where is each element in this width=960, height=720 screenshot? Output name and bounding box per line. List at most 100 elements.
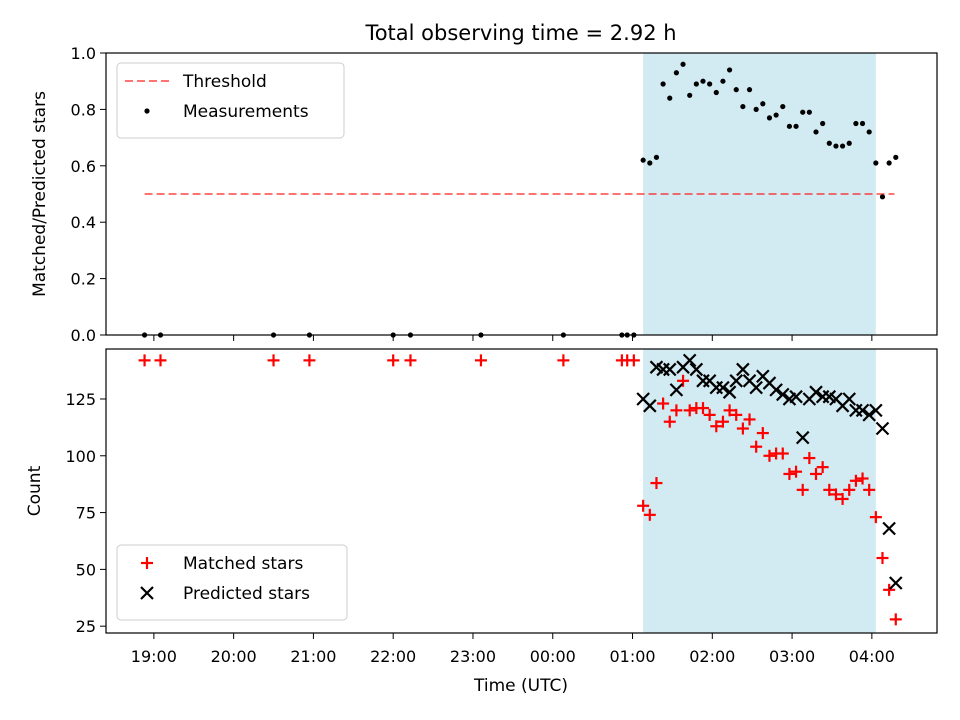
legend-marker — [140, 586, 154, 600]
data-point — [730, 408, 743, 421]
data-point — [800, 109, 806, 115]
y-tick-label: 50 — [76, 560, 96, 579]
data-point — [783, 467, 796, 480]
data-point — [855, 403, 870, 418]
data-point — [816, 461, 829, 474]
data-point — [775, 387, 790, 402]
data-point — [669, 383, 684, 397]
data-point — [789, 389, 803, 404]
legend-label: Measurements — [183, 102, 309, 122]
data-point — [863, 483, 876, 496]
data-point — [803, 452, 816, 465]
data-point — [640, 157, 646, 163]
data-point — [856, 472, 869, 485]
data-point — [836, 492, 849, 505]
y-tick-label: 0.6 — [71, 157, 96, 176]
y-tick-label: 125 — [65, 390, 96, 409]
legend-label: Threshold — [182, 72, 267, 92]
x-tick-label: 02:00 — [689, 647, 735, 666]
data-point — [813, 129, 819, 135]
data-point — [869, 511, 882, 524]
data-point — [750, 440, 763, 453]
plot-frame — [105, 348, 938, 634]
plot-frame — [105, 52, 938, 336]
data-point — [733, 87, 739, 93]
data-point — [879, 194, 886, 200]
data-point — [720, 78, 726, 84]
y-tick-label: 0.8 — [71, 100, 96, 119]
x-tick-label: 03:00 — [769, 647, 815, 666]
data-point — [670, 404, 683, 417]
data-point — [726, 67, 733, 73]
data-point — [723, 404, 736, 417]
data-point — [809, 385, 823, 399]
x-tick-label: 20:00 — [211, 647, 257, 666]
top-y-axis-label: Matched/Predicted stars — [30, 91, 50, 297]
data-point — [647, 160, 653, 166]
data-point — [843, 483, 856, 496]
data-point — [773, 112, 779, 118]
data-point — [883, 583, 896, 596]
data-point — [889, 576, 903, 590]
data-point — [680, 61, 686, 67]
data-point — [820, 120, 826, 127]
data-point — [662, 362, 677, 377]
data-point — [810, 467, 823, 480]
data-point — [700, 78, 706, 84]
data-point — [677, 374, 690, 387]
data-point — [683, 404, 696, 417]
data-point — [736, 362, 750, 377]
x-tick-label: 00:00 — [530, 647, 576, 666]
data-point — [703, 408, 716, 421]
data-point — [713, 89, 719, 96]
y-tick-label: 1.0 — [71, 44, 96, 63]
x-tick-label: 19:00 — [131, 647, 177, 666]
data-point — [689, 362, 704, 377]
data-point — [786, 123, 793, 129]
legend-box — [116, 544, 348, 621]
data-point — [833, 143, 839, 149]
y-tick-label: 75 — [76, 504, 96, 523]
x-tick-label: 01:00 — [609, 647, 655, 666]
data-point — [653, 154, 660, 160]
data-point — [889, 613, 902, 626]
data-point — [627, 354, 640, 367]
data-point — [138, 354, 151, 367]
data-point — [790, 465, 803, 478]
ratio-panel: Total observing time = 2.92 h Matched/Pr… — [30, 21, 938, 345]
data-point — [707, 81, 713, 87]
data-point — [710, 420, 723, 433]
data-point — [716, 380, 730, 395]
data-point — [660, 81, 666, 87]
data-point — [776, 447, 789, 460]
data-point — [826, 140, 832, 146]
data-point — [557, 354, 570, 367]
data-point — [795, 430, 810, 445]
data-point — [749, 380, 763, 395]
data-point — [387, 354, 400, 367]
y-tick-label: 25 — [76, 617, 96, 636]
data-point — [760, 101, 766, 107]
data-point — [849, 474, 862, 487]
chart-title: Total observing time = 2.92 h — [364, 21, 676, 45]
data-point — [763, 449, 776, 462]
data-point — [875, 421, 890, 436]
data-point — [673, 70, 679, 76]
data-point — [873, 160, 879, 166]
data-point — [736, 422, 749, 435]
data-point — [650, 477, 663, 490]
data-point — [796, 483, 809, 496]
y-tick-label: 100 — [65, 447, 96, 466]
data-point — [474, 354, 487, 367]
data-point — [743, 413, 756, 426]
x-tick-label: 21:00 — [290, 647, 336, 666]
data-point — [303, 354, 316, 367]
data-point — [693, 81, 699, 87]
x-tick-label: 22:00 — [370, 647, 416, 666]
y-tick-label: 0.2 — [71, 270, 96, 289]
x-axis-label: Time (UTC) — [473, 676, 568, 696]
data-point — [682, 353, 697, 368]
data-point — [729, 374, 744, 388]
legend-marker — [141, 557, 153, 569]
data-point — [823, 483, 836, 496]
